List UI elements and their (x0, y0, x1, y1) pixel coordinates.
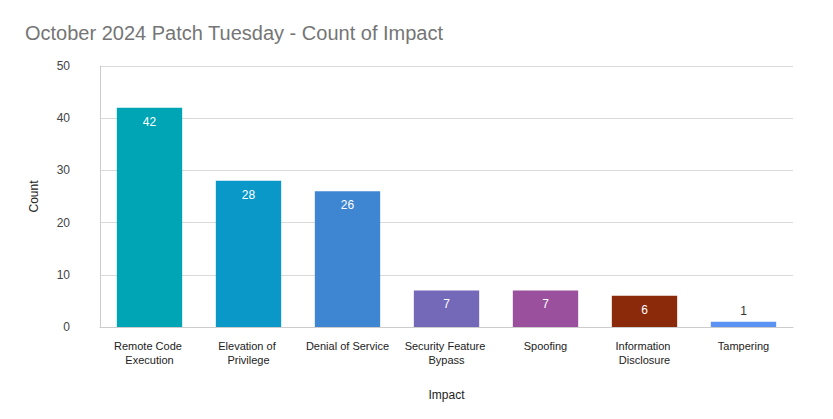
svg-text:30: 30 (57, 163, 71, 177)
svg-text:Information: Information (615, 340, 673, 352)
svg-text:Execution: Execution (125, 354, 173, 366)
svg-text:40: 40 (57, 111, 71, 125)
svg-text:Disclosure: Disclosure (619, 354, 670, 366)
svg-text:20: 20 (57, 216, 71, 230)
svg-text:Remote Code: Remote Code (114, 340, 185, 352)
svg-text:7: 7 (443, 297, 450, 311)
svg-text:7: 7 (542, 297, 549, 311)
svg-text:Tampering: Tampering (718, 340, 769, 352)
svg-text:Impact: Impact (428, 388, 465, 402)
svg-text:6: 6 (641, 303, 648, 317)
svg-text:Count: Count (27, 180, 41, 213)
svg-text:10: 10 (57, 268, 71, 282)
svg-text:October 2024 Patch Tuesday - C: October 2024 Patch Tuesday - Count of Im… (25, 22, 443, 44)
svg-text:Denial of Service: Denial of Service (306, 340, 389, 352)
svg-text:1: 1 (740, 304, 747, 318)
svg-text:Elevation of: Elevation of (218, 340, 279, 352)
svg-text:0: 0 (63, 320, 70, 334)
svg-text:Spoofing: Spoofing (524, 340, 567, 352)
svg-text:Bypass: Bypass (428, 354, 465, 366)
svg-text:Privilege: Privilege (227, 354, 269, 366)
svg-text:42: 42 (143, 115, 157, 129)
svg-text:26: 26 (341, 198, 355, 212)
svg-text:50: 50 (57, 59, 71, 73)
svg-text:28: 28 (242, 188, 256, 202)
svg-text:Security Feature: Security Feature (405, 340, 489, 352)
